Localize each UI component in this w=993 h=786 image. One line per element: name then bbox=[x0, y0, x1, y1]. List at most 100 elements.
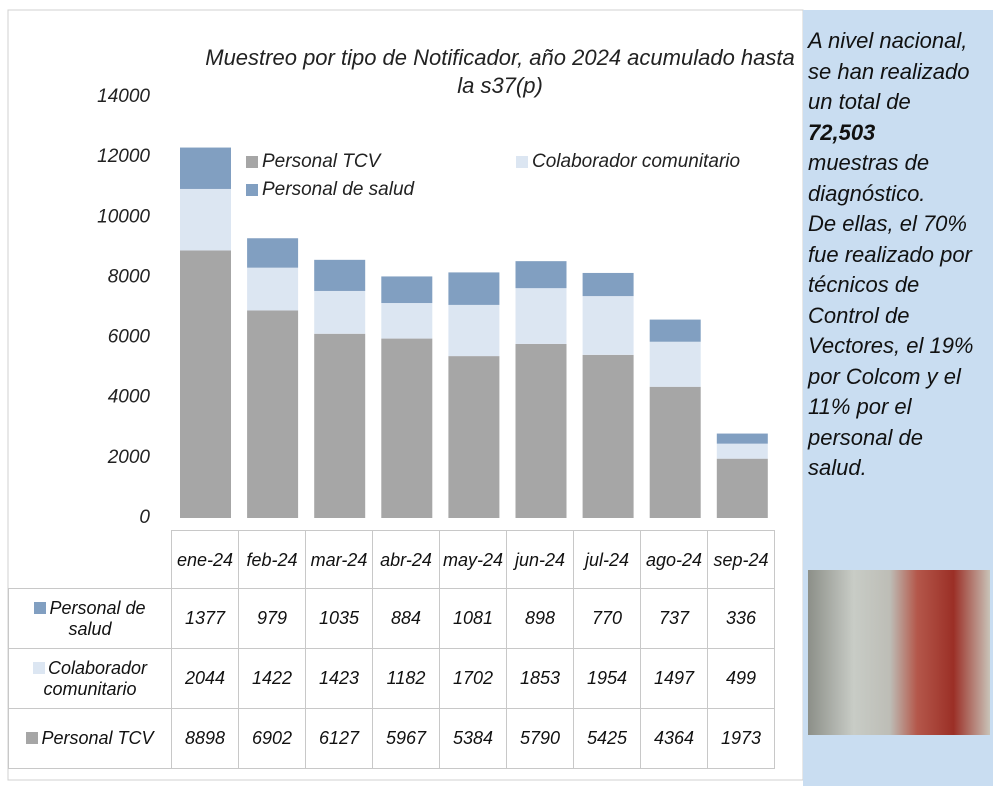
table-value: 5967 bbox=[373, 709, 440, 769]
legend-label: Colaborador comunitario bbox=[532, 151, 740, 172]
bar-segment bbox=[448, 305, 499, 356]
category-label: ago-24 bbox=[641, 531, 708, 589]
bar-segment bbox=[314, 334, 365, 518]
sidebar-line: muestras de bbox=[808, 148, 993, 179]
sidebar-line: Control de bbox=[808, 301, 993, 332]
bar-segment bbox=[650, 387, 701, 518]
bar-segment bbox=[180, 189, 231, 250]
bar-segment bbox=[717, 434, 768, 444]
bar-segment bbox=[448, 272, 499, 305]
row-label: Colaborador comunitario bbox=[43, 658, 147, 699]
bar-segment bbox=[650, 320, 701, 342]
sidebar-line: personal de bbox=[808, 423, 993, 454]
table-value: 737 bbox=[641, 589, 708, 649]
photo bbox=[808, 570, 990, 735]
table-value: 336 bbox=[708, 589, 775, 649]
sidebar-line: A nivel nacional, bbox=[808, 26, 993, 57]
sidebar-line: diagnóstico. bbox=[808, 179, 993, 210]
y-tick-label: 2000 bbox=[107, 447, 151, 468]
category-label: ene-24 bbox=[172, 531, 239, 589]
row-header: Personal de salud bbox=[9, 589, 172, 649]
legend-swatch bbox=[246, 156, 258, 168]
bar-segment bbox=[516, 261, 567, 288]
table-value: 1081 bbox=[440, 589, 507, 649]
bar-segment bbox=[583, 355, 634, 518]
bar-segment bbox=[650, 342, 701, 387]
table-value: 1853 bbox=[507, 649, 574, 709]
table-value: 1035 bbox=[306, 589, 373, 649]
bar-segment bbox=[516, 288, 567, 344]
legend-label: Personal de salud bbox=[262, 179, 416, 200]
bar-segment bbox=[381, 276, 432, 303]
category-label: sep-24 bbox=[708, 531, 775, 589]
sidebar-line: salud. bbox=[808, 453, 993, 484]
sidebar-line: Vectores, el 19% bbox=[808, 331, 993, 362]
bar-segment bbox=[448, 356, 499, 518]
sidebar-line: técnicos de bbox=[808, 270, 993, 301]
page: 02000400060008000100001200014000Personal… bbox=[0, 0, 993, 786]
y-tick-label: 14000 bbox=[97, 86, 150, 107]
bar-segment bbox=[516, 344, 567, 518]
row-header: Colaborador comunitario bbox=[9, 649, 172, 709]
sidebar-line: se han realizado bbox=[808, 57, 993, 88]
bar-segment bbox=[381, 303, 432, 339]
table-corner bbox=[9, 531, 172, 589]
table-value: 1702 bbox=[440, 649, 507, 709]
chart-title: Muestreo por tipo de Notificador, año 20… bbox=[205, 44, 795, 100]
legend-swatch bbox=[246, 184, 258, 196]
row-label: Personal de salud bbox=[49, 598, 145, 639]
sidebar-line: un total de bbox=[808, 87, 993, 118]
category-label: may-24 bbox=[440, 531, 507, 589]
table-value: 1422 bbox=[239, 649, 306, 709]
bar-segment bbox=[717, 444, 768, 459]
category-label: jul-24 bbox=[574, 531, 641, 589]
bar-segment bbox=[247, 268, 298, 311]
table-value: 1377 bbox=[172, 589, 239, 649]
sidebar-line: fue realizado por bbox=[808, 240, 993, 271]
legend-swatch bbox=[516, 156, 528, 168]
bar-segment bbox=[314, 291, 365, 334]
y-tick-label: 10000 bbox=[97, 206, 150, 227]
table-value: 5384 bbox=[440, 709, 507, 769]
table-value: 884 bbox=[373, 589, 440, 649]
table-value: 5425 bbox=[574, 709, 641, 769]
table-value: 499 bbox=[708, 649, 775, 709]
table-value: 898 bbox=[507, 589, 574, 649]
table-value: 8898 bbox=[172, 709, 239, 769]
category-label: mar-24 bbox=[306, 531, 373, 589]
table-value: 6127 bbox=[306, 709, 373, 769]
legend-swatch bbox=[26, 732, 38, 744]
bar-segment bbox=[180, 250, 231, 518]
row-header: Personal TCV bbox=[9, 709, 172, 769]
bar-segment bbox=[314, 260, 365, 291]
table-value: 4364 bbox=[641, 709, 708, 769]
bar-segment bbox=[583, 273, 634, 296]
bar-segment bbox=[247, 238, 298, 267]
bar-segment bbox=[381, 339, 432, 518]
sidebar-line: 72,503 bbox=[808, 118, 993, 149]
bar-segment bbox=[247, 310, 298, 518]
y-tick-label: 4000 bbox=[108, 387, 151, 408]
sidebar-line: por Colcom y el bbox=[808, 362, 993, 393]
sidebar-line: De ellas, el 70% bbox=[808, 209, 993, 240]
table-value: 6902 bbox=[239, 709, 306, 769]
table-value: 2044 bbox=[172, 649, 239, 709]
sidebar-line: 11% por el bbox=[808, 392, 993, 423]
y-tick-label: 6000 bbox=[108, 327, 151, 348]
category-label: feb-24 bbox=[239, 531, 306, 589]
bar-segment bbox=[583, 296, 634, 355]
table-value: 1423 bbox=[306, 649, 373, 709]
table-value: 1973 bbox=[708, 709, 775, 769]
table-value: 979 bbox=[239, 589, 306, 649]
legend-label: Personal TCV bbox=[262, 151, 383, 172]
table-value: 5790 bbox=[507, 709, 574, 769]
table-value: 1182 bbox=[373, 649, 440, 709]
row-label: Personal TCV bbox=[41, 728, 153, 748]
category-label: jun-24 bbox=[507, 531, 574, 589]
table-value: 770 bbox=[574, 589, 641, 649]
